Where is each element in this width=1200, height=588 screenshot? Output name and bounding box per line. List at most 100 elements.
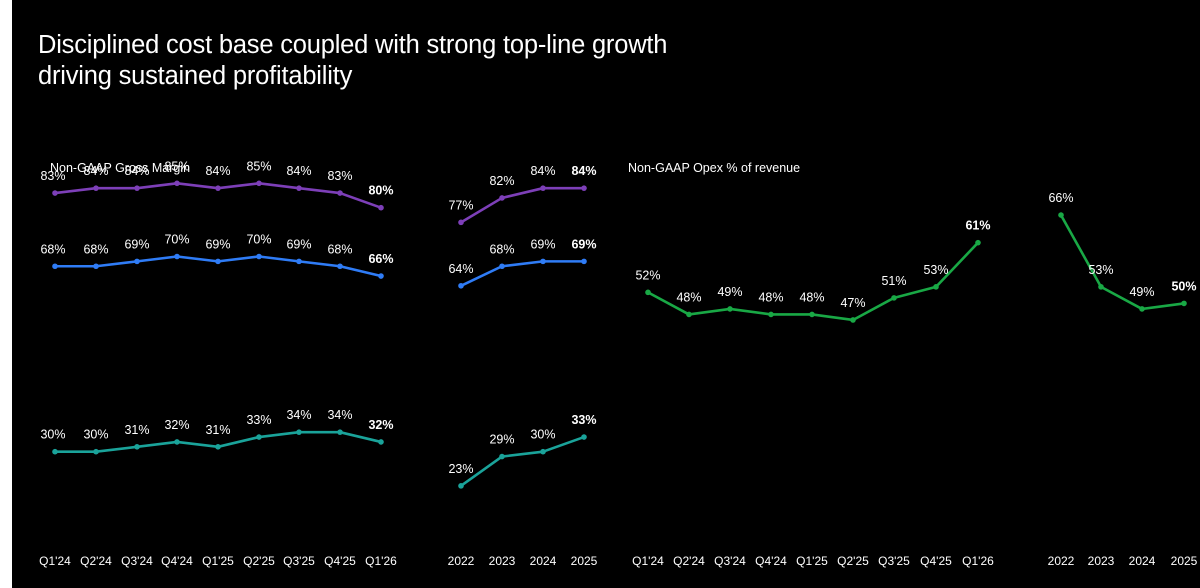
opex-quarterly-tick-label-8: Q1'26 xyxy=(962,554,994,568)
gm-quarterly-series-0-data-label-0: 83% xyxy=(40,169,65,183)
opex-annual-tick-label-2: 2024 xyxy=(1129,554,1156,568)
gm-annual-series-1-data-label-1: 68% xyxy=(489,242,514,256)
gm-quarterly-series-0-point-8 xyxy=(378,204,384,211)
gm-annual-series-0-point-3 xyxy=(581,185,587,191)
gm-quarterly-series-0-data-label-8: 80% xyxy=(368,184,393,198)
opex-quarterly-series-0-data-label-3: 48% xyxy=(758,290,783,304)
opex-quarterly-tick-label-7: Q4'25 xyxy=(920,554,952,568)
gm-quarterly-series-1-data-label-6: 69% xyxy=(286,237,311,251)
gm-quarterly-tick-label-8: Q1'26 xyxy=(365,554,397,568)
gm-quarterly-series-0-point-0 xyxy=(52,190,58,196)
gm-annual-series-2-point-1 xyxy=(499,453,505,460)
opex-quarterly-series-0-point-1 xyxy=(686,311,692,318)
gm-quarterly-series-1-data-label-1: 68% xyxy=(83,242,108,256)
gm-quarterly-tick-label-1: Q2'24 xyxy=(80,554,112,568)
gm-quarterly-series-0-data-label-3: 85% xyxy=(164,159,189,173)
gm-quarterly-tick-label-0: Q1'24 xyxy=(39,554,71,568)
gm-annual-series-1-data-label-0: 64% xyxy=(448,262,473,276)
opex-panel-label: Non-GAAP Opex % of revenue xyxy=(628,161,801,175)
gm-annual-series-1-point-2 xyxy=(540,258,546,265)
opex-quarterly-series-0-point-3 xyxy=(768,311,774,318)
opex-quarterly-tick-label-6: Q3'25 xyxy=(878,554,910,568)
opex-annual-series-0-point-3 xyxy=(1181,300,1187,307)
opex-quarterly-tick-label-4: Q1'25 xyxy=(796,554,828,568)
gm-quarterly-series-2-data-label-5: 33% xyxy=(246,413,271,427)
gm-quarterly-series-2-data-label-3: 32% xyxy=(164,418,189,432)
gm-quarterly-series-2-point-4 xyxy=(215,444,221,450)
opex-quarterly-series-0-data-label-5: 47% xyxy=(840,296,865,310)
gm-annual-series-2-point-0 xyxy=(458,483,464,489)
gm-quarterly-series-2-point-8 xyxy=(378,439,384,445)
gm-annual-series-0-data-label-2: 84% xyxy=(530,164,555,178)
gm-quarterly-series-2-point-1 xyxy=(93,448,99,455)
gm-annual-tick-label-2: 2024 xyxy=(530,554,557,568)
gm-annual-series-2-data-label-2: 30% xyxy=(530,428,555,442)
gm-quarterly-series-1-data-label-7: 68% xyxy=(327,242,352,256)
opex-annual-series-0-point-1 xyxy=(1098,284,1104,290)
gm-quarterly-series-2-data-label-1: 30% xyxy=(83,428,108,442)
opex-quarterly-series-0-data-label-2: 49% xyxy=(717,285,742,299)
gm-annual-series-0-point-0 xyxy=(458,219,464,226)
opex-annual-tick-label-1: 2023 xyxy=(1088,554,1115,568)
gm-quarterly-series-0-point-7 xyxy=(337,190,343,196)
gm-annual-series-1-point-3 xyxy=(581,258,587,265)
gm-quarterly-series-0-data-label-5: 85% xyxy=(246,159,271,173)
gm-quarterly-series-2-data-label-4: 31% xyxy=(205,423,230,437)
gm-quarterly-series-1-data-label-2: 69% xyxy=(124,237,149,251)
opex-quarterly-series-0-data-label-4: 48% xyxy=(799,290,824,304)
gm-quarterly-series-1-point-2 xyxy=(134,258,140,265)
opex-quarterly-series-0-point-6 xyxy=(891,295,897,301)
opex-quarterly-series-0-point-8 xyxy=(975,239,981,246)
opex-quarterly-tick-label-2: Q3'24 xyxy=(714,554,746,568)
gm-quarterly-series-1-point-4 xyxy=(215,258,221,265)
opex-quarterly-tick-label-5: Q2'25 xyxy=(837,554,869,568)
gm-quarterly-tick-label-3: Q4'24 xyxy=(161,554,193,568)
gm-quarterly-tick-label-2: Q3'24 xyxy=(121,554,153,568)
opex-annual-series-0-data-label-0: 66% xyxy=(1048,191,1073,205)
gm-quarterly-series-1-data-label-4: 69% xyxy=(205,237,230,251)
gm-quarterly-series-2-point-7 xyxy=(337,429,343,435)
opex-annual-tick-label-3: 2025 xyxy=(1171,554,1198,568)
opex-quarterly-series-0-point-2 xyxy=(727,306,733,312)
slide-title-line-1: Disciplined cost base coupled with stron… xyxy=(38,31,668,59)
gm-quarterly-tick-label-7: Q4'25 xyxy=(324,554,356,568)
opex-quarterly-series-0-line xyxy=(646,241,980,322)
gm-quarterly-series-2-data-label-0: 30% xyxy=(40,428,65,442)
opex-annual-tick-label-0: 2022 xyxy=(1048,554,1075,568)
gm-quarterly-series-1-point-6 xyxy=(296,258,302,265)
gm-quarterly-series-0-point-1 xyxy=(93,185,99,191)
gm-quarterly-series-0-data-label-2: 84% xyxy=(124,164,149,178)
gm-quarterly-series-2-data-label-6: 34% xyxy=(286,408,311,422)
gm-quarterly-series-1-data-label-3: 70% xyxy=(164,233,189,247)
gm-quarterly-series-1-point-8 xyxy=(378,273,384,279)
opex-quarterly-tick-label-1: Q2'24 xyxy=(673,554,705,568)
left-accent-bar xyxy=(0,0,12,588)
opex-quarterly-series-0-point-7 xyxy=(933,284,939,290)
gm-annual-series-2-point-3 xyxy=(581,434,587,440)
gm-annual-series-1-point-1 xyxy=(499,263,505,270)
gm-annual-tick-label-3: 2025 xyxy=(571,554,598,568)
gm-quarterly-series-2-point-6 xyxy=(296,429,302,435)
gm-quarterly-series-2-data-label-2: 31% xyxy=(124,423,149,437)
gm-annual-series-0-data-label-0: 77% xyxy=(448,198,473,212)
gm-annual-tick-label-1: 2023 xyxy=(489,554,516,568)
gm-quarterly-series-2-point-0 xyxy=(52,448,58,455)
gm-quarterly-series-2-point-3 xyxy=(174,439,180,445)
gm-quarterly-series-1-point-5 xyxy=(256,253,262,260)
opex-quarterly-series-0-data-label-7: 53% xyxy=(923,263,948,277)
gm-annual-series-0-point-2 xyxy=(540,185,546,191)
gm-quarterly-series-0-point-6 xyxy=(296,185,302,191)
opex-quarterly-tick-label-3: Q4'24 xyxy=(755,554,787,568)
gross-margin-panel-label: Non-GAAP Gross Margin xyxy=(50,161,191,175)
gm-quarterly-series-0-point-4 xyxy=(215,185,221,191)
opex-quarterly-tick-label-0: Q1'24 xyxy=(632,554,664,568)
gm-quarterly-tick-label-6: Q3'25 xyxy=(283,554,315,568)
opex-annual-series-0-data-label-1: 53% xyxy=(1088,263,1113,277)
gm-quarterly-series-1-data-label-0: 68% xyxy=(40,242,65,256)
gm-quarterly-series-0-point-5 xyxy=(256,180,262,187)
gm-annual-series-2-data-label-3: 33% xyxy=(571,413,596,427)
gm-quarterly-series-1-point-0 xyxy=(52,263,58,270)
opex-annual-series-0-data-label-2: 49% xyxy=(1129,285,1154,299)
opex-quarterly-series-0-point-5 xyxy=(850,317,856,323)
